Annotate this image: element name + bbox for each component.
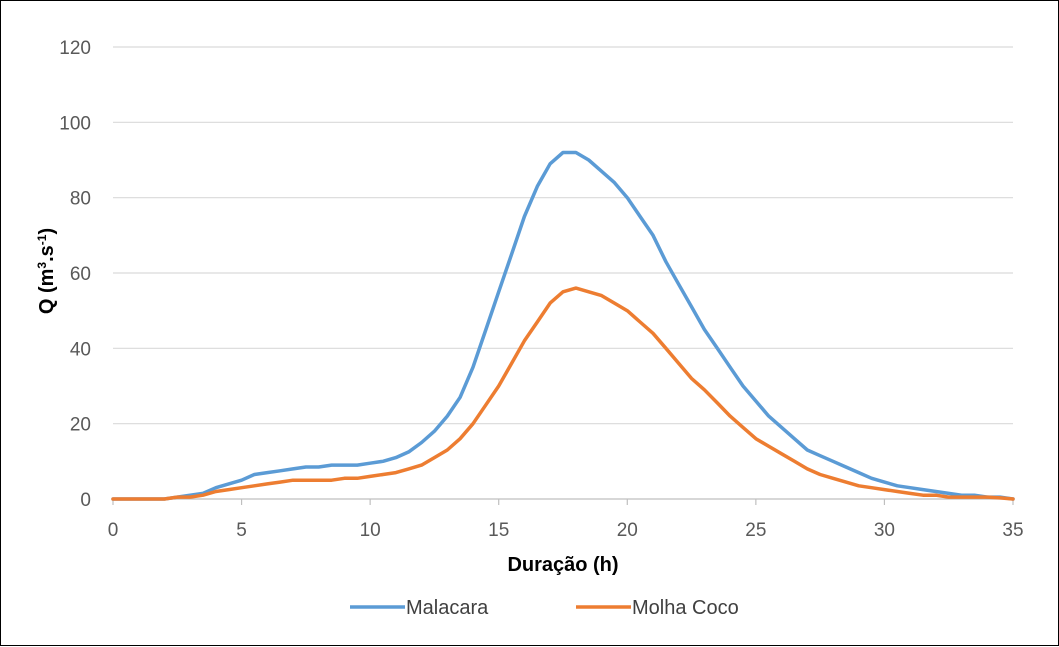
series-lines <box>111 150 1015 501</box>
series-line-molha-coco <box>111 286 1015 501</box>
x-tick-label: 20 <box>617 520 638 541</box>
x-axis-title: Duração (h) <box>507 554 618 576</box>
x-tick-label: 5 <box>236 520 247 541</box>
x-tick-label: 35 <box>1002 520 1023 541</box>
gridlines <box>113 46 1013 500</box>
series-line-malacara <box>111 150 1015 501</box>
legend: Malacara Molha Coco <box>350 597 739 619</box>
legend-label: Molha Coco <box>632 597 739 619</box>
x-tick-label: 25 <box>745 520 766 541</box>
x-tick-label: 30 <box>874 520 895 541</box>
y-axis-title: Q (m3.s-1) <box>35 228 58 314</box>
y-tick-label: 120 <box>59 38 91 59</box>
x-tick-label: 10 <box>360 520 381 541</box>
y-tick-label: 100 <box>59 113 91 134</box>
x-tick-label: 15 <box>488 520 509 541</box>
x-tick-label: 0 <box>108 520 119 541</box>
y-tick-label: 0 <box>80 490 91 511</box>
y-tick-label: 80 <box>70 189 91 210</box>
y-tick-label: 40 <box>70 339 91 360</box>
legend-item: Molha Coco <box>576 597 739 619</box>
y-tick-label: 20 <box>70 415 91 436</box>
y-tick-labels: 0 20 40 60 80 100 120 <box>59 38 91 511</box>
y-tick-label: 60 <box>70 264 91 285</box>
x-tick-labels: 0 5 10 15 20 25 30 35 <box>108 499 1024 541</box>
legend-item: Malacara <box>350 597 489 619</box>
legend-label: Malacara <box>406 597 489 619</box>
